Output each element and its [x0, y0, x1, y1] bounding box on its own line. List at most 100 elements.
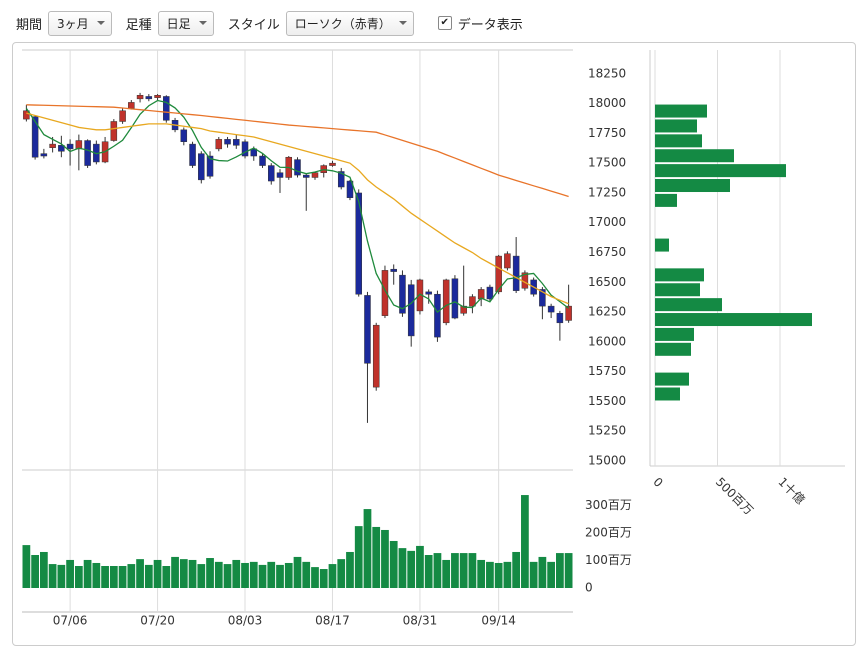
volume-bar [424, 555, 433, 588]
candle-body [215, 139, 223, 150]
volume-bar [232, 559, 241, 588]
show-data-checkbox[interactable]: ✔ [437, 16, 452, 30]
y-tick-label: 17750 [588, 126, 626, 140]
volume-bar [206, 558, 214, 588]
volume-bar [564, 553, 573, 588]
candle-body [337, 171, 345, 188]
candle-body [110, 121, 118, 141]
candle-body [40, 153, 48, 157]
volume-bar [249, 561, 258, 588]
volume-bar [276, 564, 284, 588]
y-tick-label: 15250 [588, 424, 626, 438]
volume-bar [407, 550, 416, 588]
x-tick-label: 1十億 [775, 475, 807, 507]
volume-bar [486, 561, 494, 588]
candle-body [66, 143, 74, 150]
candle-body [268, 165, 275, 182]
volume-bar [136, 559, 144, 588]
candle-body [233, 139, 240, 146]
candle-body [372, 324, 380, 388]
volume-bar [179, 559, 188, 588]
candle-body [425, 291, 432, 295]
candle-body [547, 305, 555, 313]
candle-body [504, 253, 511, 269]
y-tick-label: 300百万 [585, 498, 632, 512]
volume-profile-bar [655, 283, 700, 297]
show-data-label: データ表示 [457, 17, 523, 33]
candle-body [399, 274, 406, 314]
volume-bar [22, 545, 31, 588]
volume-bar [381, 529, 389, 588]
style-select[interactable]: ローソク（赤青） [285, 10, 414, 36]
volume-profile-bar [655, 238, 669, 252]
volume-bar [337, 559, 346, 588]
y-tick-label: 17000 [588, 215, 626, 229]
volume-bar [398, 548, 407, 588]
volume-bar [83, 559, 92, 588]
volume-bar [144, 564, 153, 588]
y-tick-label: 100百万 [585, 553, 632, 567]
x-tick-label: 08/17 [315, 614, 350, 628]
candle-body [136, 95, 144, 100]
y-tick-label: 18000 [588, 96, 626, 110]
volume-bar [346, 551, 354, 588]
candle-body [154, 95, 161, 98]
volume-bar [363, 509, 372, 588]
x-tick-label: 09/14 [481, 614, 516, 628]
volume-bar [494, 562, 503, 588]
volume-bar [153, 559, 162, 588]
volume-bar [241, 562, 249, 588]
candle-body [206, 155, 214, 177]
style-label: スタイル [227, 17, 280, 33]
bar-type-select[interactable]: 日足 [157, 10, 214, 36]
candle-body [442, 279, 450, 324]
volume-profile-bar [655, 104, 707, 118]
volume-bar [31, 555, 39, 588]
volume-bar [529, 561, 538, 588]
candle-body [84, 140, 91, 166]
volume-bar [39, 551, 48, 588]
x-tick-label: 0 [650, 475, 665, 490]
y-tick-label: 200百万 [585, 526, 632, 540]
y-tick-label: 17250 [588, 185, 626, 199]
volume-bar [319, 569, 328, 588]
period-select[interactable]: 3ヶ月 [48, 10, 112, 36]
candle-body [163, 96, 170, 121]
volume-profile-bar [655, 313, 812, 327]
volume-bar [538, 556, 547, 588]
volume-bar [171, 556, 179, 588]
volume-bar [468, 553, 477, 588]
y-tick-label: 16000 [588, 334, 626, 348]
x-tick-label: 07/20 [140, 614, 175, 628]
candle-body [495, 255, 502, 293]
candle-body [241, 141, 249, 157]
ma-line [26, 104, 569, 198]
candle-body [364, 295, 371, 364]
candle-body [381, 270, 389, 316]
toolbar: 期間 3ヶ月 足種 日足 スタイル ローソク（赤青） ✔ データ表示 [8, 7, 854, 39]
volume-profile-bar [655, 149, 734, 163]
volume-bar [284, 562, 293, 588]
volume-bar [459, 553, 468, 588]
volume-bar [433, 553, 442, 588]
volume-bar [188, 559, 197, 588]
candle-body [302, 174, 310, 178]
candle-body [346, 180, 354, 198]
volume-bar [503, 561, 512, 588]
volume-bar [311, 567, 319, 588]
y-tick-label: 15750 [588, 364, 626, 378]
volume-profile-bar [655, 342, 691, 356]
candle-body [355, 192, 362, 295]
volume-bar [477, 559, 486, 588]
volume-bar [293, 556, 302, 588]
candle-body [329, 162, 336, 166]
volume-bar [328, 564, 337, 588]
volume-bar [547, 561, 556, 588]
candle-body [407, 284, 415, 337]
candle-body [469, 296, 476, 307]
candle-body [198, 153, 205, 181]
volume-profile-bar [655, 119, 697, 133]
volume-bar [451, 553, 459, 588]
